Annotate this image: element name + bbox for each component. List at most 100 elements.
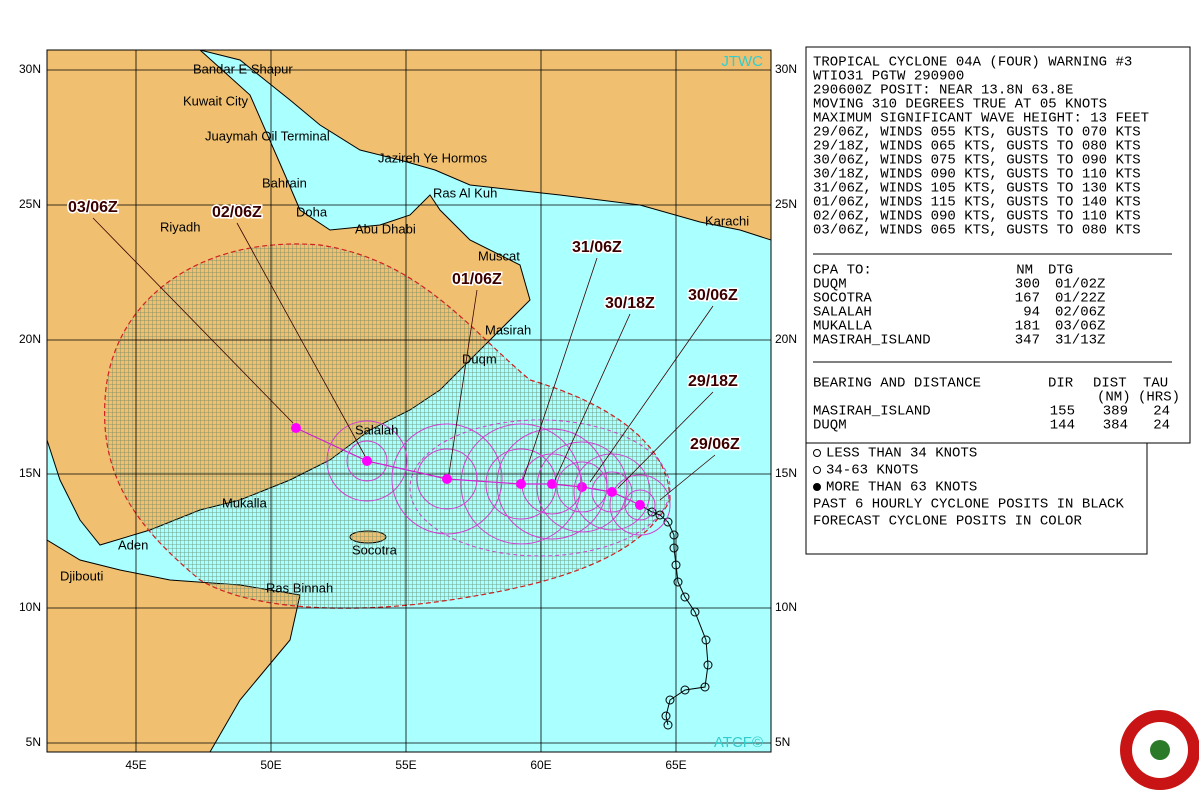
past-posit xyxy=(680,592,690,602)
forecast-posit xyxy=(547,479,557,489)
place-name: Jazireh Ye Hormos xyxy=(378,150,488,165)
past-posit xyxy=(701,635,711,645)
forecast-label: 30/06Z xyxy=(688,287,738,304)
warning-line: 290600Z POSIT: NEAR 13.8N 63.8E xyxy=(813,83,1073,99)
forecast-label: 03/06Z xyxy=(68,199,118,216)
credit: ATCF© xyxy=(714,734,763,751)
logo xyxy=(1150,740,1170,760)
bearing-dist: 389 xyxy=(1103,404,1128,420)
wind-radius xyxy=(326,420,408,502)
past-posit xyxy=(663,720,673,730)
label-leader xyxy=(236,222,366,457)
bearing-header: DIR xyxy=(1048,376,1074,392)
legend-text: LESS THAN 34 KNOTS xyxy=(826,446,977,462)
bearing-header: DIST xyxy=(1093,376,1127,392)
cpa-dtg: 01/22Z xyxy=(1055,291,1105,307)
past-posit xyxy=(673,577,683,587)
cpa-header: DTG xyxy=(1048,263,1073,279)
cpa-nm: 347 xyxy=(1015,333,1040,349)
jtwc-logo xyxy=(1120,710,1199,790)
place-name: Djibouti xyxy=(60,568,103,583)
warning-line: MOVING 310 DEGREES TRUE AT 05 KNOTS xyxy=(813,97,1107,113)
warning-line: 29/06Z, WINDS 055 KTS, GUSTS TO 070 KTS xyxy=(813,125,1141,141)
past-posit xyxy=(671,560,681,570)
warning-line: 01/06Z, WINDS 115 KTS, GUSTS TO 140 KTS xyxy=(813,195,1141,211)
bearing-tau: 24 xyxy=(1153,404,1170,420)
map xyxy=(47,50,771,752)
past-posit xyxy=(680,685,690,695)
forecast-label: 01/06Z xyxy=(452,271,502,288)
bearing-header: BEARING AND DISTANCE xyxy=(813,376,981,392)
cpa-nm: 94 xyxy=(1023,305,1040,321)
place-name: Abu Dhabi xyxy=(355,221,416,236)
forecast-posit xyxy=(291,423,301,433)
cpa-name: MASIRAH_ISLAND xyxy=(813,333,931,349)
label-leader xyxy=(554,313,631,481)
lon-label: 45E xyxy=(125,758,146,772)
legend-symbol xyxy=(813,466,821,474)
place-name: Masirah xyxy=(485,322,531,337)
cpa-dtg: 31/13Z xyxy=(1055,333,1105,349)
lat-label: 20N xyxy=(19,332,41,346)
forecast-label: 30/18Z xyxy=(605,295,655,312)
panel-text: TROPICAL CYCLONE 04A (FOUR) WARNING #3WT… xyxy=(813,55,1180,530)
warning-line: 03/06Z, WINDS 065 KTS, GUSTS TO 080 KTS xyxy=(813,223,1141,239)
warning-panel xyxy=(805,46,1191,444)
cpa-header: NM xyxy=(1016,263,1033,279)
place-name: Karachi xyxy=(705,213,749,228)
legend-text: PAST 6 HOURLY CYCLONE POSITS IN BLACK xyxy=(813,497,1124,513)
legend-symbol xyxy=(813,483,821,491)
lat-label: 10N xyxy=(775,600,797,614)
bearing-tau: 24 xyxy=(1153,418,1170,434)
lat-label: 25N xyxy=(775,197,797,211)
map-frame xyxy=(46,49,772,753)
place-name: Muscat xyxy=(478,248,520,263)
lat-label: 10N xyxy=(19,600,41,614)
wind-radius xyxy=(485,448,557,520)
cpa-header: CPA TO: xyxy=(813,263,872,279)
warning-line: 29/18Z, WINDS 065 KTS, GUSTS TO 080 KTS xyxy=(813,139,1141,155)
wind-radius xyxy=(591,471,633,513)
lon-label: 65E xyxy=(665,758,686,772)
wind-envelope xyxy=(409,419,671,557)
bearing-name: DUQM xyxy=(813,418,847,434)
label-leader xyxy=(448,289,478,475)
past-posit xyxy=(661,711,671,721)
wind-radius xyxy=(460,423,582,545)
label-leader xyxy=(659,454,716,501)
legend-text: MORE THAN 63 KNOTS xyxy=(826,480,977,496)
label-leader xyxy=(617,391,714,489)
wind-radius xyxy=(391,423,503,535)
cpa-name: DUQM xyxy=(813,277,847,293)
label-leader xyxy=(589,305,714,483)
legend-text: FORECAST CYCLONE POSITS IN COLOR xyxy=(813,514,1082,530)
place-name: Socotra xyxy=(352,542,398,557)
wind-radius xyxy=(536,441,628,533)
cpa-dtg: 02/06Z xyxy=(1055,305,1105,321)
warning-line: TROPICAL CYCLONE 04A (FOUR) WARNING #3 xyxy=(813,55,1132,71)
lat-label: 25N xyxy=(19,197,41,211)
warning-line: 30/18Z, WINDS 090 KTS, GUSTS TO 110 KTS xyxy=(813,167,1141,183)
cpa-name: MUKALLA xyxy=(813,319,872,335)
past-posit xyxy=(669,530,679,540)
past-posit xyxy=(665,695,675,705)
place-name: Doha xyxy=(296,204,328,219)
forecast-posit xyxy=(362,456,372,466)
past-posit xyxy=(647,507,657,517)
forecast-label: 31/06Z xyxy=(572,239,622,256)
bearing-dist: 384 xyxy=(1103,418,1128,434)
forecast-posit xyxy=(442,474,452,484)
forecast-label: 29/06Z xyxy=(690,436,740,453)
wind-radius xyxy=(346,440,388,482)
forecast-label: 02/06Z xyxy=(212,204,262,221)
cpa-name: SALALAH xyxy=(813,305,872,321)
warning-line: WTIO31 PGTW 290900 xyxy=(813,69,964,85)
place-name: Bahrain xyxy=(262,175,307,190)
label-leader xyxy=(522,257,598,481)
track xyxy=(291,420,713,730)
place-name: Juaymah Oil Terminal xyxy=(205,128,330,143)
bearing-name: MASIRAH_ISLAND xyxy=(813,404,931,420)
legend-text: 34-63 KNOTS xyxy=(826,463,918,479)
